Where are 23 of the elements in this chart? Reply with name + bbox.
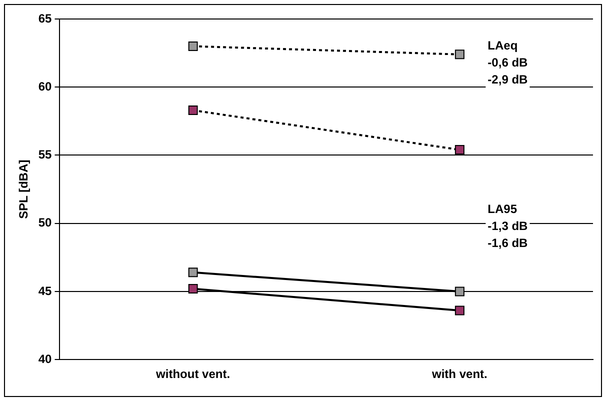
y-tick-label: 45 [38, 284, 52, 298]
y-tick-label: 55 [38, 148, 52, 162]
annotation: -1,3 dB [488, 219, 528, 234]
point [188, 284, 198, 294]
point [454, 145, 464, 155]
point [188, 268, 198, 278]
point [454, 50, 464, 60]
annotation: -0,6 dB [488, 56, 528, 70]
annotation: -2,9 dB [488, 72, 528, 87]
y-axis-title: SPL [dBA] [16, 160, 31, 219]
point [188, 106, 198, 116]
y-tick-label: 65 [38, 11, 52, 26]
y-tick-label: 40 [38, 352, 52, 366]
x-tick-label: without vent. [155, 367, 230, 382]
y-tick-label: 50 [38, 216, 52, 230]
annotation: LAeq [488, 38, 518, 53]
annotation: -1,6 dB [488, 236, 528, 250]
point [454, 306, 464, 316]
annotation: LA95 [488, 202, 518, 216]
x-tick-label: with vent. [431, 367, 488, 382]
point [454, 286, 464, 296]
y-tick-label: 60 [38, 79, 52, 94]
point [188, 42, 198, 51]
